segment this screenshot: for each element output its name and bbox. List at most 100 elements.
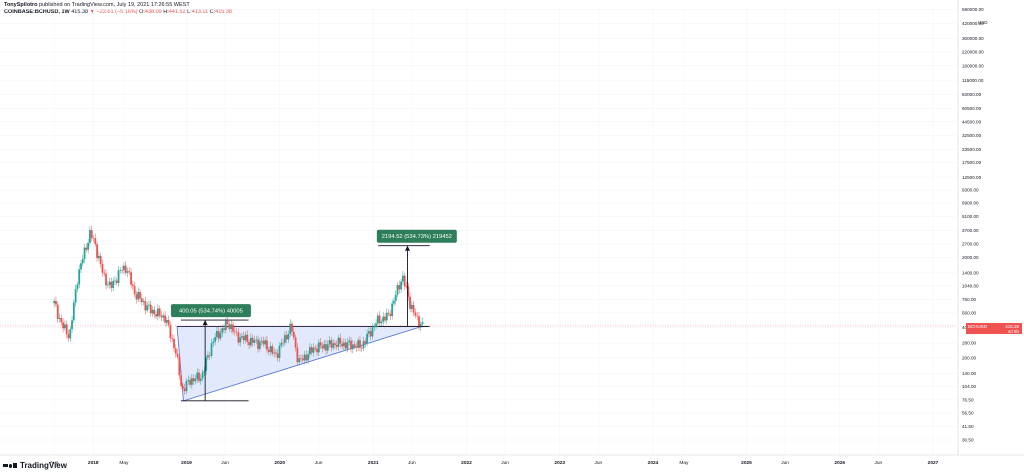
- candle-body: [300, 358, 302, 359]
- candle-body: [110, 281, 113, 288]
- candle-body: [308, 347, 311, 355]
- candle-body: [103, 272, 106, 274]
- candle-body: [334, 343, 336, 346]
- measure-label: 400.05 (534.74%) 40005: [170, 304, 251, 318]
- candle-body: [173, 338, 175, 349]
- candle-body: [62, 322, 65, 329]
- price-tick-label: 83000.00: [962, 92, 982, 97]
- candle-body: [357, 340, 360, 348]
- candle-body: [342, 342, 345, 347]
- candle-body: [366, 333, 369, 344]
- candle-body: [421, 321, 424, 324]
- candle-body: [317, 342, 320, 353]
- candle-body: [376, 315, 379, 324]
- time-tick-label: 2025: [741, 460, 752, 466]
- candle-body: [223, 328, 225, 330]
- candle-body: [319, 342, 322, 346]
- candle-body: [398, 285, 401, 290]
- footer-brand[interactable]: TradingView: [3, 461, 67, 470]
- candle-body: [85, 247, 88, 250]
- candle-body: [90, 230, 93, 239]
- time-tick-label: 2023: [554, 460, 565, 466]
- candle-body: [167, 319, 170, 325]
- candle-body: [305, 354, 308, 361]
- candle-body: [67, 334, 70, 339]
- candle-body: [65, 324, 68, 335]
- candle-body: [198, 372, 200, 381]
- candle-body: [359, 340, 361, 348]
- candle-body: [192, 378, 195, 382]
- candle-body: [350, 340, 352, 350]
- candle-body: [273, 352, 276, 354]
- symbol-label[interactable]: COINBASE:BCHUSD, 1W: [4, 9, 70, 15]
- candle-body: [194, 378, 197, 382]
- price-tick-label: 44500.00: [962, 119, 982, 124]
- price-tick-label: 2000.00: [962, 255, 979, 260]
- candle-body: [301, 358, 304, 361]
- candle-body: [124, 265, 127, 273]
- candle-body: [355, 346, 358, 348]
- candle-body: [289, 323, 292, 334]
- candle-body: [384, 316, 386, 321]
- candle-body: [368, 331, 370, 334]
- candle-body: [269, 346, 272, 352]
- candle-body: [126, 271, 129, 273]
- candle-body: [405, 286, 408, 287]
- candle-body: [176, 353, 179, 357]
- candle-body: [185, 380, 188, 392]
- candle-body: [409, 296, 411, 309]
- price-tick-label: 17500.00: [962, 160, 982, 165]
- candle-body: [260, 340, 263, 342]
- candle-body: [180, 375, 183, 386]
- candle-body: [249, 337, 252, 346]
- candle-body: [328, 340, 331, 345]
- candle-body: [115, 280, 118, 284]
- price-tick-label: 115000.00: [962, 78, 984, 83]
- candle-body: [267, 349, 270, 352]
- candle-body: [71, 320, 73, 330]
- time-tick-label: Jun: [501, 460, 509, 466]
- candle-body: [396, 285, 399, 295]
- candle-body: [253, 340, 256, 343]
- brand-name: TradingView: [20, 461, 67, 470]
- candle-body: [337, 337, 340, 347]
- candle-body: [393, 300, 395, 304]
- candle-body: [164, 315, 166, 323]
- candle-body: [232, 324, 234, 332]
- candle-body: [76, 284, 79, 290]
- price-tick-label: 76.50: [962, 397, 974, 402]
- candle-body: [380, 321, 383, 324]
- candle-body: [160, 315, 163, 318]
- candle-body: [148, 304, 150, 306]
- price-tick-label: 560.00: [962, 310, 976, 315]
- candle-body: [53, 300, 56, 304]
- ohlc-open: 438.09: [144, 9, 162, 15]
- candle-body: [87, 242, 90, 250]
- time-tick-label: May: [679, 460, 689, 466]
- candle-body: [378, 315, 381, 324]
- chart-header: TonySpilotro published on TradingView.co…: [4, 2, 232, 16]
- candle-body: [121, 270, 124, 271]
- measure-annotations: 400.05 (534.74%) 40005 2194.52 (534.73%) …: [0, 229, 956, 402]
- candle-body: [341, 343, 343, 347]
- candle-body: [106, 284, 109, 286]
- candle-body: [146, 305, 149, 311]
- measure-label: 2194.52 (534.73%) 219452: [376, 229, 457, 243]
- price-tick-label: 220000.00: [962, 49, 984, 54]
- candle-body: [144, 301, 147, 311]
- time-tick-label: 2019: [181, 460, 192, 466]
- candle-body: [258, 341, 261, 349]
- time-tick-label: 2022: [461, 460, 472, 466]
- candle-body: [108, 281, 111, 285]
- price-tick-label: 41.50: [962, 424, 974, 429]
- author-name[interactable]: TonySpilotro: [4, 2, 38, 8]
- candle-body: [242, 336, 245, 341]
- chart-grid: [0, 8, 956, 455]
- candle-body: [137, 291, 140, 300]
- candle-body: [375, 323, 377, 327]
- candle-body: [244, 334, 247, 341]
- candle-body: [239, 337, 242, 343]
- time-tick-label: 2018: [88, 460, 99, 466]
- price-tick-label: 160000.00: [962, 63, 984, 68]
